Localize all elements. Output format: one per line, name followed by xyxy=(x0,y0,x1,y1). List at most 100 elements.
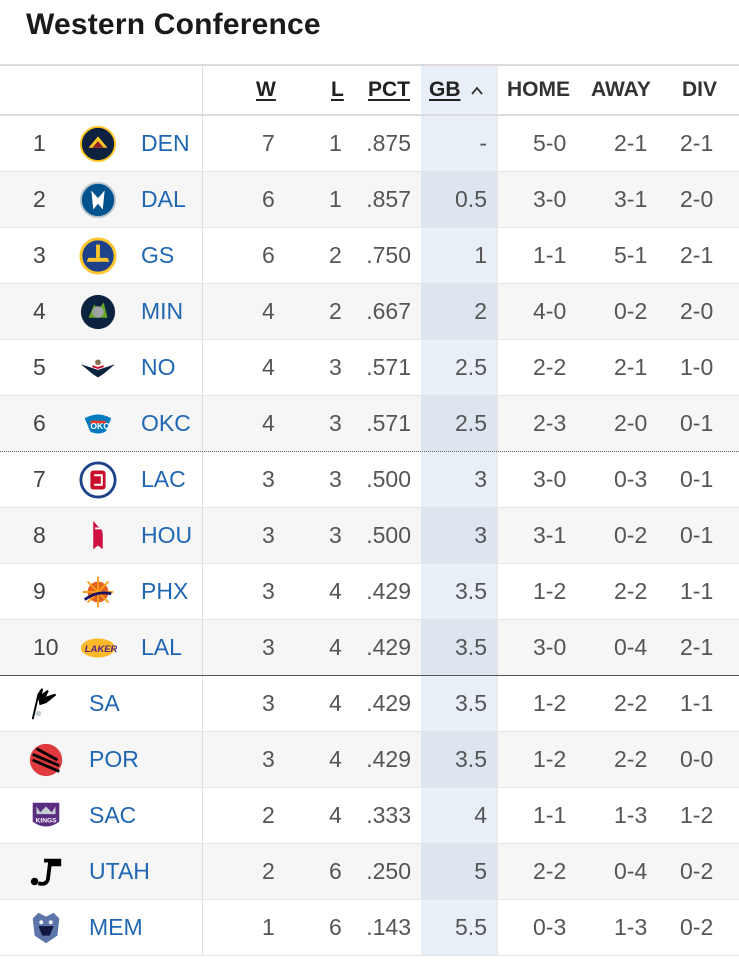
losses: 4 xyxy=(329,634,342,660)
away-record: 2-2 xyxy=(614,578,648,604)
win-pct: .500 xyxy=(366,522,411,548)
team-link[interactable]: LAC xyxy=(141,466,186,492)
table-row: 8 HOU 3 3 .500 3 3-1 0-2 0-1 xyxy=(0,508,739,564)
games-behind: 3 xyxy=(474,466,487,492)
rank: 5 xyxy=(33,354,46,380)
games-behind: 3 xyxy=(474,522,487,548)
header-gb[interactable]: GB xyxy=(429,78,461,101)
pelicans-logo-icon[interactable] xyxy=(79,349,117,387)
away-record: 5-1 xyxy=(614,242,648,268)
header-home[interactable]: HOME xyxy=(507,78,570,101)
table-row: 4 MIN 4 2 .667 2 4-0 0-2 2-0 xyxy=(0,284,739,340)
losses: 3 xyxy=(329,522,342,548)
team-link[interactable]: UTAH xyxy=(89,858,150,884)
wins: 3 xyxy=(262,522,275,548)
blazers-logo-icon[interactable] xyxy=(27,741,65,779)
kings-logo-icon[interactable]: KINGS xyxy=(27,797,65,835)
team-link[interactable]: HOU xyxy=(141,522,193,548)
team-link[interactable]: DEN xyxy=(141,130,190,156)
team-link[interactable]: MIN xyxy=(141,298,184,324)
games-behind: 3.5 xyxy=(455,690,487,716)
team-link[interactable]: POR xyxy=(89,746,139,772)
wins: 1 xyxy=(262,914,275,940)
losses: 3 xyxy=(329,410,342,436)
losses: 2 xyxy=(329,298,342,324)
rockets-logo-icon[interactable] xyxy=(79,517,117,555)
jazz-logo-icon[interactable] xyxy=(27,853,65,891)
header-w[interactable]: W xyxy=(256,78,276,101)
division-record: 0-0 xyxy=(680,746,714,772)
win-pct: .571 xyxy=(366,354,411,380)
losses: 6 xyxy=(329,858,342,884)
wins: 3 xyxy=(262,466,275,492)
mavericks-logo-icon[interactable] xyxy=(79,181,117,219)
table-row: 2 DAL 6 1 .857 0.5 3-0 3-1 2-0 xyxy=(0,172,739,228)
team-link[interactable]: OKC xyxy=(141,410,191,436)
header-div[interactable]: DIV xyxy=(682,78,718,101)
wins: 2 xyxy=(262,802,275,828)
wins: 3 xyxy=(262,634,275,660)
games-behind: 2 xyxy=(474,298,487,324)
division-record: 2-0 xyxy=(680,298,714,324)
team-link[interactable]: LAL xyxy=(141,634,182,660)
win-pct: .429 xyxy=(366,578,411,604)
games-behind: 2.5 xyxy=(455,354,487,380)
division-record: 2-1 xyxy=(680,634,714,660)
games-behind: - xyxy=(479,130,487,156)
table-row: SA 3 4 .429 3.5 1-2 2-2 1-1 xyxy=(0,676,739,732)
spurs-logo-icon[interactable] xyxy=(27,685,65,723)
losses: 1 xyxy=(329,186,342,212)
standings-table: W L PCT GB HOME AWAY DIV 1 DEN 7 1 .875 … xyxy=(0,64,739,956)
lakers-logo-icon[interactable]: LAKERS xyxy=(79,629,124,667)
home-record: 3-0 xyxy=(533,466,567,492)
header-away[interactable]: AWAY xyxy=(591,78,651,101)
away-record: 0-2 xyxy=(614,298,648,324)
header-l[interactable]: L xyxy=(331,78,344,101)
rank: 9 xyxy=(33,578,46,604)
team-link[interactable]: PHX xyxy=(141,578,189,604)
table-row: 7 LAC 3 3 .500 3 3-0 0-3 0-1 xyxy=(0,452,739,508)
home-record: 5-0 xyxy=(533,130,567,156)
team-link[interactable]: SAC xyxy=(89,802,137,828)
team-link[interactable]: GS xyxy=(141,242,175,268)
timberwolves-logo-icon[interactable] xyxy=(79,293,117,331)
losses: 2 xyxy=(329,242,342,268)
table-row: 3 GS 6 2 .750 1 1-1 5-1 2-1 xyxy=(0,228,739,284)
losses: 6 xyxy=(329,914,342,940)
suns-logo-icon[interactable] xyxy=(79,573,117,611)
grizzlies-logo-icon[interactable] xyxy=(27,909,65,947)
division-record: 0-1 xyxy=(680,466,714,492)
table-row: MEM 1 6 .143 5.5 0-3 1-3 0-2 xyxy=(0,900,739,956)
sort-ascending-icon[interactable] xyxy=(470,80,484,104)
away-record: 1-3 xyxy=(614,914,648,940)
division-record: 2-0 xyxy=(680,186,714,212)
thunder-logo-icon[interactable]: OKC xyxy=(79,405,117,443)
win-pct: .429 xyxy=(366,634,411,660)
rank: 6 xyxy=(33,410,46,436)
team-link[interactable]: MEM xyxy=(89,914,143,940)
win-pct: .857 xyxy=(366,186,411,212)
wins: 3 xyxy=(262,746,275,772)
table-row: 6 OKC OKC 4 3 .571 2.5 2-3 2-0 0-1 xyxy=(0,396,739,452)
table-row: 10 LAKERS LAL 3 4 .429 3.5 3-0 0-4 2-1 xyxy=(0,620,739,676)
away-record: 0-3 xyxy=(614,466,648,492)
away-record: 3-1 xyxy=(614,186,648,212)
header-pct[interactable]: PCT xyxy=(368,78,410,101)
win-pct: .667 xyxy=(366,298,411,324)
team-link[interactable]: SA xyxy=(89,690,120,716)
team-link[interactable]: DAL xyxy=(141,186,186,212)
games-behind: 3.5 xyxy=(455,634,487,660)
clippers-logo-icon[interactable] xyxy=(79,461,117,499)
win-pct: .500 xyxy=(366,466,411,492)
rank: 8 xyxy=(33,522,46,548)
wins: 3 xyxy=(262,690,275,716)
games-behind: 2.5 xyxy=(455,410,487,436)
division-record: 1-1 xyxy=(680,578,714,604)
losses: 4 xyxy=(329,746,342,772)
win-pct: .429 xyxy=(366,746,411,772)
nuggets-logo-icon[interactable] xyxy=(79,125,117,163)
away-record: 0-2 xyxy=(614,522,648,548)
rank: 2 xyxy=(33,186,46,212)
team-link[interactable]: NO xyxy=(141,354,176,380)
warriors-logo-icon[interactable] xyxy=(79,237,117,275)
